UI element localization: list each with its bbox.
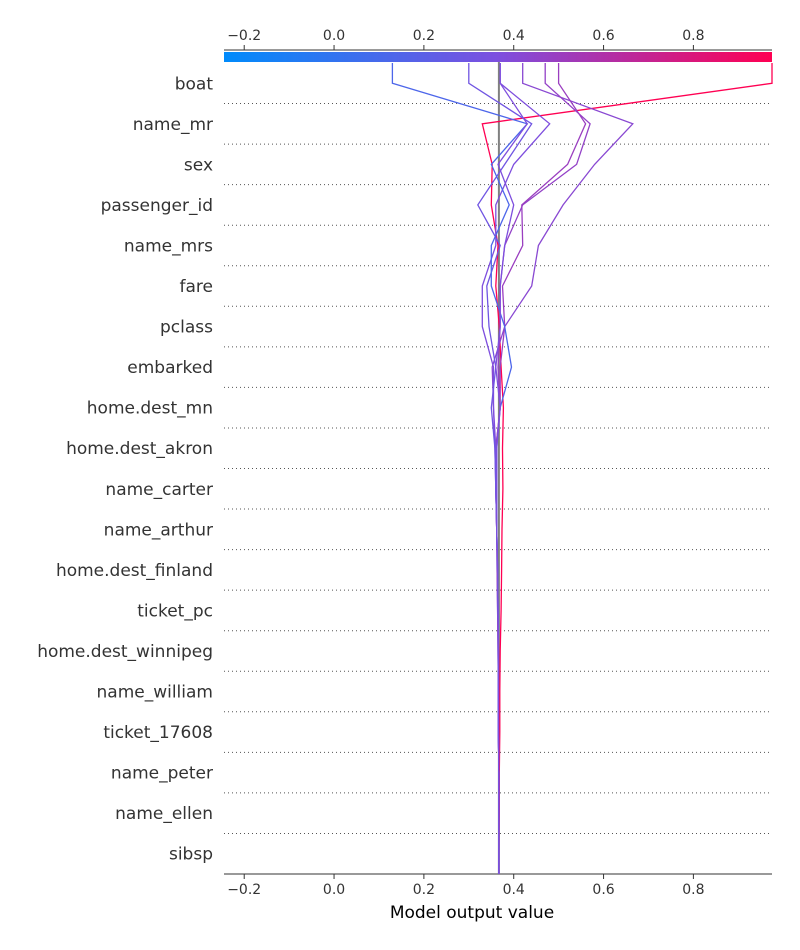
x-tick-label: −0.2 [227, 882, 261, 898]
x-tick-label: 0.2 [413, 882, 435, 898]
feature-label: sibsp [169, 845, 213, 865]
colorbar-tick-label: −0.2 [227, 28, 261, 44]
x-tick-label: 0.4 [503, 882, 525, 898]
decision-line [495, 63, 528, 874]
feature-label: home.dest_akron [66, 439, 213, 459]
feature-label: name_william [97, 683, 214, 703]
feature-label: name_mrs [124, 236, 213, 256]
feature-label: boat [175, 74, 214, 94]
feature-label: ticket_17608 [103, 723, 213, 743]
feature-label: name_peter [111, 764, 213, 784]
feature-label: passenger_id [101, 196, 213, 216]
colorbar [224, 52, 772, 62]
feature-label: name_carter [105, 480, 213, 500]
feature-label: home.dest_finland [56, 561, 213, 581]
x-axis-title: Model output value [390, 903, 554, 923]
feature-label: pclass [160, 318, 213, 338]
colorbar-tick-label: 0.0 [323, 28, 345, 44]
decision-line [495, 63, 591, 874]
colorbar-tick-label: 0.8 [682, 28, 704, 44]
feature-label: sex [184, 155, 213, 175]
feature-label: ticket_pc [137, 601, 213, 621]
x-tick-label: 0.8 [682, 882, 704, 898]
feature-label: name_mr [133, 115, 213, 135]
feature-label: home.dest_mn [87, 399, 213, 419]
feature-label: fare [180, 277, 213, 297]
feature-label: name_arthur [104, 520, 213, 540]
feature-label: name_ellen [115, 804, 213, 824]
colorbar-tick-label: 0.2 [413, 28, 435, 44]
decision-line [491, 63, 634, 874]
x-tick-label: 0.6 [592, 882, 614, 898]
colorbar-tick-label: 0.6 [592, 28, 614, 44]
feature-label: embarked [127, 358, 213, 378]
colorbar-tick-label: 0.4 [503, 28, 525, 44]
feature-label: home.dest_winnipeg [37, 642, 213, 662]
x-tick-label: 0.0 [323, 882, 345, 898]
